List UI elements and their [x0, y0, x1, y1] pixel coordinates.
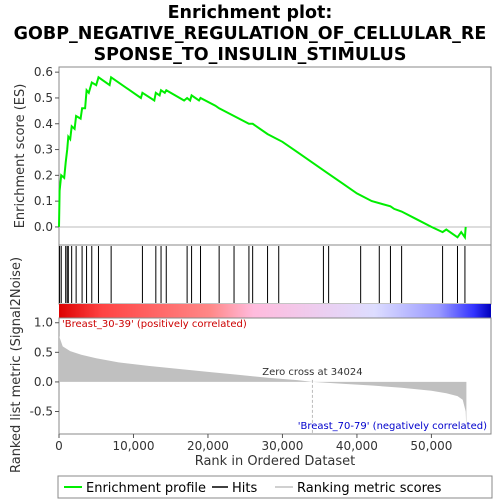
es-y-tick-label: 0.1	[34, 194, 53, 208]
x-tick-label: 30,000	[261, 439, 303, 453]
es-y-tick-label: 0.5	[34, 91, 53, 105]
ranking-metric-area	[59, 335, 467, 431]
metric-y-axis: -0.5 0.0 0.5 1.0	[30, 316, 59, 419]
chart-title-line-3: SPONSE_TO_INSULIN_STIMULUS	[94, 45, 407, 65]
chart-title-line-2: GOBP_NEGATIVE_REGULATION_OF_CELLULAR_RE	[14, 24, 487, 44]
legend-metric-label: Ranking metric scores	[297, 481, 442, 496]
zero-cross-label: Zero cross at 34024	[262, 367, 362, 378]
x-axis: 0 10,000 20,000 30,000 40,000 50,000	[55, 434, 452, 453]
enrichment-profile-line	[58, 75, 467, 241]
hit-lines	[59, 246, 466, 303]
es-y-tick-label: 0.6	[34, 65, 53, 79]
metric-y-tick-label: 0.0	[34, 375, 53, 389]
x-tick-label: 10,000	[112, 439, 154, 453]
legend-enrichment-label: Enrichment profile	[86, 481, 206, 496]
rank-color-bar	[59, 304, 491, 318]
metric-y-tick-label: 0.5	[34, 345, 53, 359]
x-tick-label: 0	[55, 439, 63, 453]
x-axis-label: Rank in Ordered Dataset	[195, 454, 356, 469]
es-y-tick-label: 0.2	[34, 168, 53, 182]
positive-correlation-label: 'Breast_30-39' (positively correlated)	[62, 319, 247, 330]
metric-y-tick-label: -0.5	[30, 405, 53, 419]
metric-y-axis-label: Ranked list metric (Signal2Noise)	[9, 257, 24, 473]
chart-title-line-1: Enrichment plot:	[168, 3, 333, 23]
es-y-tick-label: 0.4	[34, 117, 53, 131]
es-y-tick-label: 0.0	[34, 220, 53, 234]
es-y-axis-label: Enrichment score (ES)	[13, 84, 28, 229]
es-plot-area	[58, 66, 492, 246]
x-tick-label: 40,000	[336, 439, 378, 453]
hits-panel	[58, 244, 492, 305]
es-y-axis: 0.0 0.1 0.2 0.3 0.4 0.5 0.6	[34, 65, 59, 234]
es-y-tick-label: 0.3	[34, 143, 53, 157]
negative-correlation-label: 'Breast_70-79' (negatively correlated)	[298, 421, 487, 432]
x-tick-label: 20,000	[187, 439, 229, 453]
metric-y-tick-label: 1.0	[34, 316, 53, 330]
x-tick-label: 50,000	[410, 439, 452, 453]
legend-hits-label: Hits	[232, 481, 257, 496]
